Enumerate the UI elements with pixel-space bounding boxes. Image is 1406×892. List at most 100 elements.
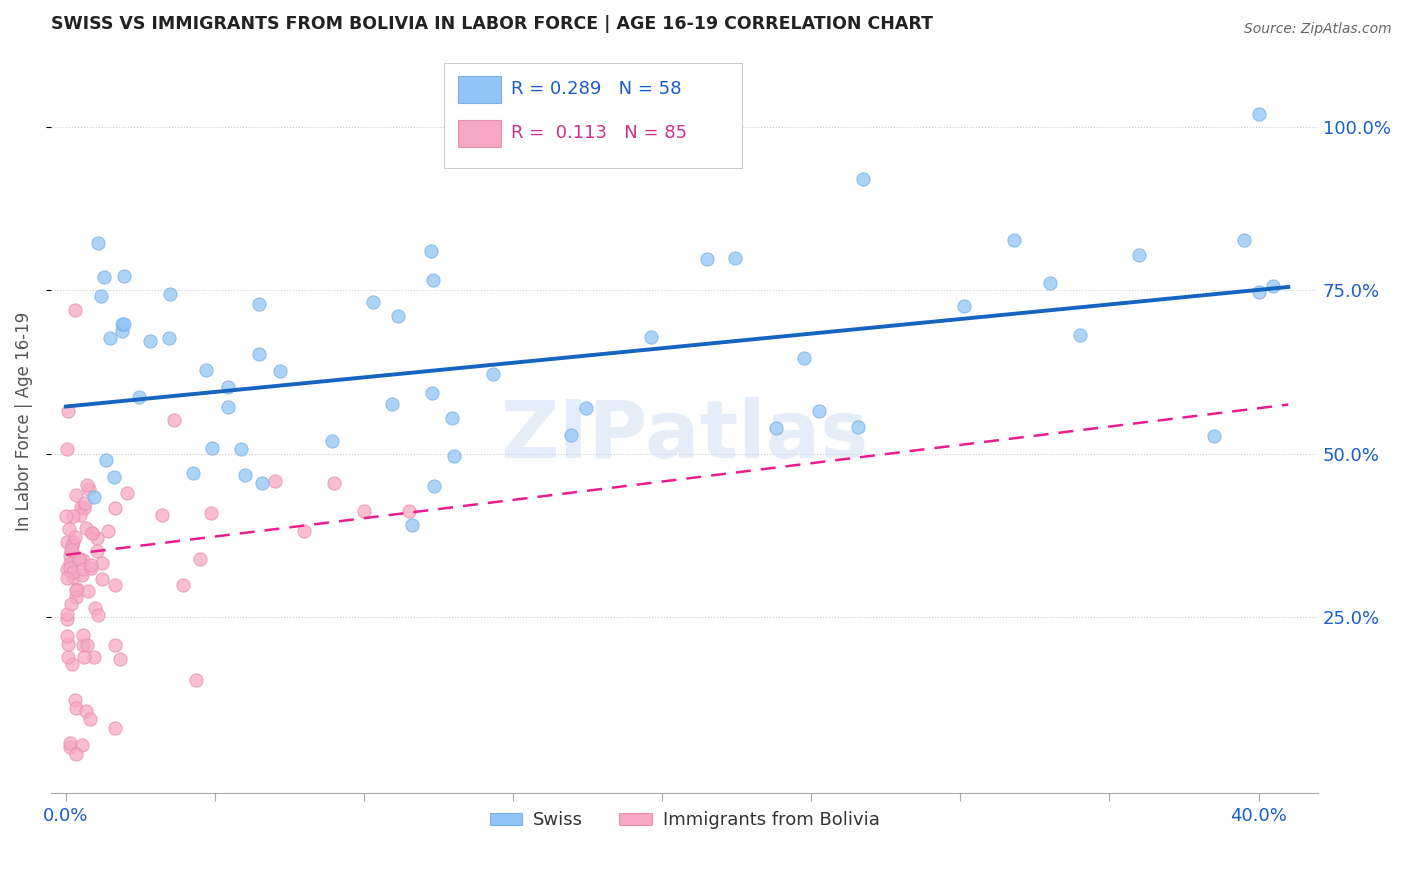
Point bbox=[420, 386, 443, 401]
Point bbox=[87, 235, 110, 250]
Point bbox=[97, 524, 120, 538]
Point bbox=[59, 740, 82, 755]
Point bbox=[65, 747, 87, 761]
Point bbox=[56, 638, 79, 652]
Point bbox=[481, 367, 503, 381]
Point bbox=[69, 508, 91, 523]
Point bbox=[59, 556, 82, 570]
Y-axis label: In Labor Force | Age 16-19: In Labor Force | Age 16-19 bbox=[15, 311, 32, 531]
Point bbox=[808, 404, 831, 418]
Point bbox=[793, 351, 815, 366]
Point bbox=[60, 542, 83, 557]
Point bbox=[98, 331, 121, 345]
Point bbox=[90, 288, 112, 302]
Point bbox=[1202, 429, 1225, 443]
Point bbox=[115, 485, 138, 500]
Point bbox=[953, 299, 976, 313]
Point bbox=[69, 500, 91, 514]
Point bbox=[67, 552, 90, 566]
Point bbox=[67, 552, 90, 566]
Point bbox=[765, 421, 787, 435]
Point bbox=[56, 571, 79, 585]
Point bbox=[104, 500, 127, 515]
Point bbox=[72, 628, 94, 642]
Point bbox=[398, 504, 420, 518]
Point bbox=[94, 453, 117, 467]
Point bbox=[111, 324, 134, 338]
Point bbox=[62, 509, 84, 524]
Point bbox=[440, 411, 463, 425]
Point bbox=[83, 490, 105, 504]
Point bbox=[56, 534, 79, 549]
Point bbox=[103, 469, 125, 483]
Point bbox=[104, 577, 127, 591]
Point bbox=[79, 483, 101, 497]
Point bbox=[321, 434, 343, 448]
Point bbox=[65, 582, 87, 597]
Point bbox=[387, 309, 409, 323]
Point bbox=[62, 565, 84, 579]
Point bbox=[83, 649, 105, 664]
Point bbox=[1232, 233, 1254, 247]
Point bbox=[70, 568, 93, 582]
Point bbox=[72, 562, 94, 576]
Text: ZIPatlas: ZIPatlas bbox=[501, 397, 869, 475]
Point bbox=[194, 363, 217, 377]
Point bbox=[139, 334, 162, 348]
Point bbox=[112, 317, 135, 331]
Point bbox=[1247, 107, 1270, 121]
Point bbox=[91, 572, 114, 586]
Point bbox=[560, 428, 582, 442]
Point bbox=[852, 171, 875, 186]
Point bbox=[159, 287, 181, 301]
Point bbox=[56, 442, 79, 457]
Point bbox=[80, 526, 103, 541]
Point bbox=[59, 561, 82, 575]
Point bbox=[86, 531, 108, 545]
Point bbox=[250, 475, 273, 490]
Point bbox=[269, 364, 291, 378]
Point bbox=[65, 700, 87, 714]
Point bbox=[104, 721, 127, 735]
Point bbox=[66, 582, 89, 597]
Point bbox=[55, 508, 77, 523]
Point bbox=[112, 268, 135, 283]
Point bbox=[65, 488, 87, 502]
Point bbox=[108, 652, 131, 666]
Point bbox=[70, 738, 93, 752]
Point bbox=[55, 562, 77, 576]
Point bbox=[443, 449, 465, 463]
Point bbox=[247, 297, 270, 311]
Point bbox=[1002, 233, 1025, 247]
Point bbox=[420, 244, 443, 259]
Text: R = 0.289   N = 58: R = 0.289 N = 58 bbox=[510, 80, 682, 98]
Point bbox=[128, 390, 150, 404]
Point bbox=[60, 539, 83, 553]
Point bbox=[423, 479, 446, 493]
Point bbox=[163, 413, 186, 427]
FancyBboxPatch shape bbox=[444, 63, 741, 168]
Point bbox=[229, 442, 252, 457]
Point bbox=[111, 317, 134, 331]
Point bbox=[696, 252, 718, 267]
Point bbox=[381, 396, 404, 410]
Text: R =  0.113   N = 85: R = 0.113 N = 85 bbox=[510, 124, 688, 142]
FancyBboxPatch shape bbox=[458, 76, 501, 103]
Point bbox=[183, 466, 205, 480]
Point bbox=[79, 558, 101, 572]
Point bbox=[150, 508, 173, 522]
Point bbox=[63, 693, 86, 707]
Point bbox=[575, 401, 598, 416]
Point bbox=[58, 522, 80, 536]
Point bbox=[104, 638, 127, 652]
Point bbox=[1247, 285, 1270, 299]
Point bbox=[217, 380, 239, 394]
Point bbox=[56, 612, 79, 626]
Point bbox=[201, 441, 224, 455]
Point bbox=[65, 591, 87, 605]
Point bbox=[323, 476, 346, 491]
Point bbox=[60, 657, 83, 671]
Point bbox=[353, 503, 375, 517]
Text: SWISS VS IMMIGRANTS FROM BOLIVIA IN LABOR FORCE | AGE 16-19 CORRELATION CHART: SWISS VS IMMIGRANTS FROM BOLIVIA IN LABO… bbox=[51, 15, 934, 33]
Point bbox=[73, 500, 96, 515]
